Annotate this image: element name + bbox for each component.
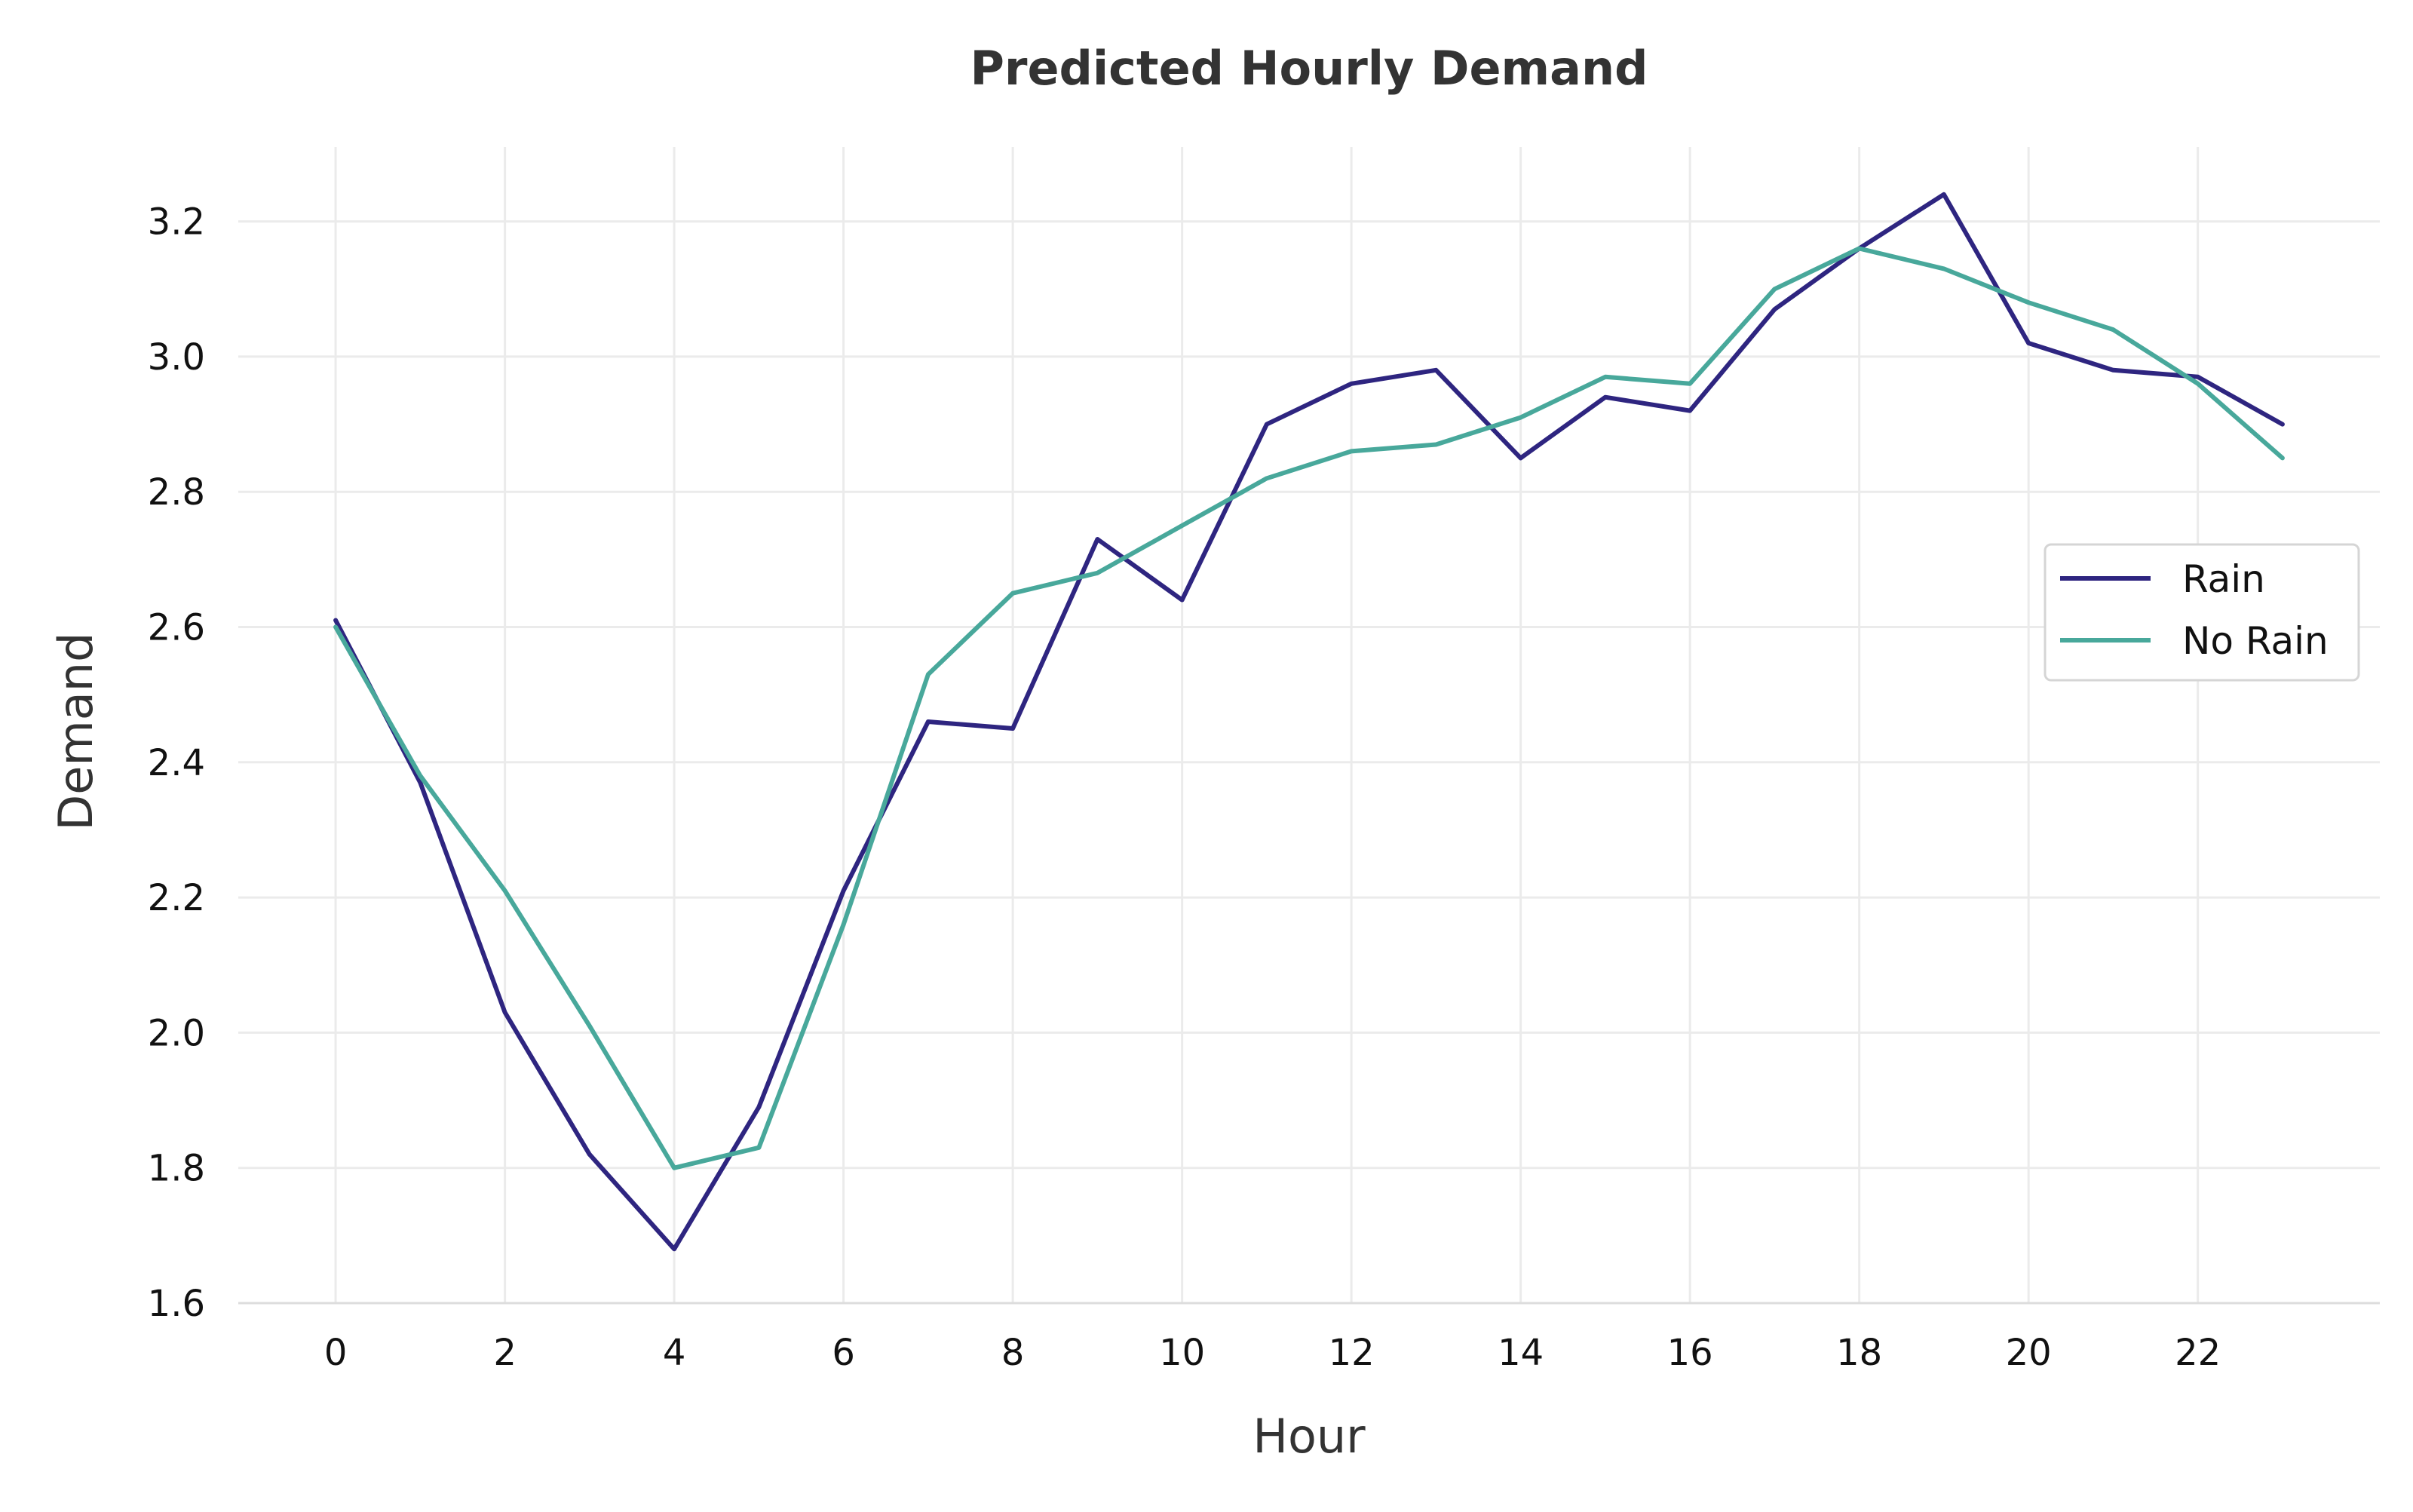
x-tick-label: 16 xyxy=(1667,1332,1713,1374)
y-tick-label: 2.4 xyxy=(148,742,205,784)
x-tick-label: 10 xyxy=(1159,1332,1205,1374)
y-tick-label: 3.0 xyxy=(148,336,205,379)
series-lines xyxy=(333,192,2285,1252)
y-axis-label: Demand xyxy=(48,633,103,831)
y-tick-label: 1.6 xyxy=(148,1283,205,1325)
y-tick-label: 2.6 xyxy=(148,607,205,649)
series-line-rain xyxy=(333,192,2285,1252)
y-tick-label: 2.2 xyxy=(148,877,205,919)
x-tick-label: 12 xyxy=(1329,1332,1375,1374)
x-tick-label: 20 xyxy=(2006,1332,2052,1374)
x-tick-label: 0 xyxy=(324,1332,348,1374)
y-tick-label: 2.0 xyxy=(148,1012,205,1054)
x-tick-labels: 0 2 4 6 8 10 12 14 16 18 20 22 xyxy=(324,1332,2221,1374)
x-tick-label: 22 xyxy=(2175,1332,2221,1374)
y-tick-label: 2.8 xyxy=(148,471,205,514)
x-tick-label: 8 xyxy=(1001,1332,1025,1374)
x-tick-label: 6 xyxy=(832,1332,855,1374)
x-tick-label: 4 xyxy=(663,1332,686,1374)
legend: Rain No Rain xyxy=(2044,543,2360,682)
legend-label-no-rain: No Rain xyxy=(2182,619,2329,663)
series-line-no-rain xyxy=(333,246,2285,1170)
y-tick-labels: 1.6 1.8 2.0 2.2 2.4 2.6 2.8 3.0 3.2 xyxy=(148,201,205,1325)
legend-label-rain: Rain xyxy=(2182,557,2265,601)
x-tick-label: 14 xyxy=(1498,1332,1544,1374)
x-tick-label: 2 xyxy=(493,1332,517,1374)
y-tick-label: 3.2 xyxy=(148,201,205,244)
gridlines xyxy=(238,147,2380,1303)
x-axis-label: Hour xyxy=(1252,1409,1366,1464)
chart-title: Predicted Hourly Demand xyxy=(970,41,1648,96)
y-tick-label: 1.8 xyxy=(148,1148,205,1190)
x-tick-label: 18 xyxy=(1836,1332,1882,1374)
